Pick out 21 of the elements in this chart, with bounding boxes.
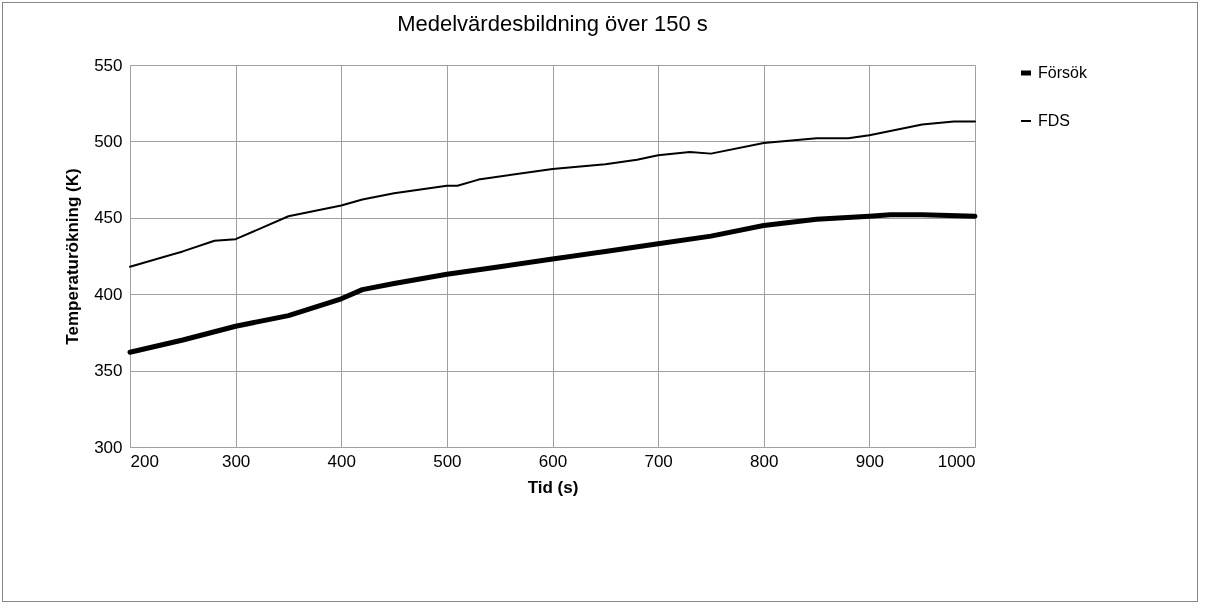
x-tick-label: 500 bbox=[433, 451, 462, 471]
y-tick-label: 300 bbox=[94, 437, 123, 457]
line-series bbox=[129, 120, 976, 268]
chart-title: Medelvärdesbildning över 150 s bbox=[397, 11, 708, 36]
y-tick-label: 400 bbox=[94, 284, 123, 304]
x-tick-label: 800 bbox=[750, 451, 779, 471]
y-tick-label: 450 bbox=[94, 208, 123, 228]
x-tick-label: 200 bbox=[130, 451, 159, 471]
x-tick-label: 700 bbox=[644, 451, 673, 471]
x-tick-label: 900 bbox=[855, 451, 885, 471]
y-tick-label: 350 bbox=[94, 361, 123, 381]
x-tick-label: 300 bbox=[221, 451, 251, 471]
legend-label: Försök bbox=[1038, 64, 1088, 81]
y-axis-title: Temperaturökning (K) bbox=[63, 168, 83, 345]
y-tick-label: 550 bbox=[94, 55, 123, 75]
x-axis-title: Tid (s) bbox=[527, 477, 579, 497]
legend-label: FDS bbox=[1038, 112, 1070, 129]
x-tick-label: 600 bbox=[538, 451, 568, 471]
x-tick-label: 400 bbox=[327, 451, 356, 471]
x-tick-label: 1000 bbox=[937, 451, 976, 471]
y-tick-label: 500 bbox=[94, 131, 123, 151]
